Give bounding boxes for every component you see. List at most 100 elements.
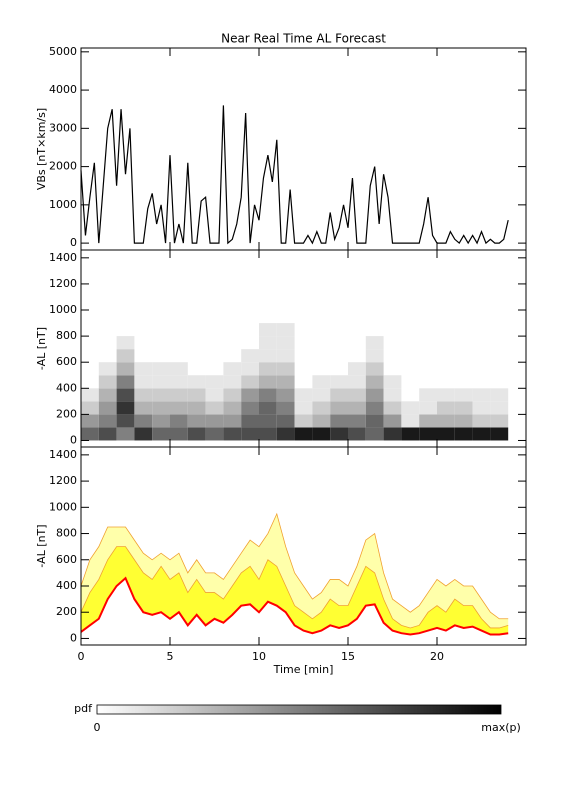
pdf-cell: [419, 414, 437, 428]
pdf-cell: [223, 362, 242, 376]
x-axis-label: Time [min]: [273, 663, 334, 676]
pdf-cell: [312, 414, 331, 428]
pdf-cell: [98, 401, 117, 415]
pdf-cell: [170, 362, 188, 376]
pdf-cell: [152, 362, 170, 376]
pdf-cell: [419, 401, 437, 415]
pdf-cell: [365, 336, 384, 350]
pdf-cell: [276, 362, 295, 376]
pdf-cell: [348, 414, 366, 428]
pdf-cell: [365, 414, 384, 428]
y-tick-label: 1000: [49, 303, 77, 316]
y-tick-label: 1200: [49, 277, 77, 290]
pdf-cell: [170, 427, 188, 441]
pdf-cell: [170, 375, 188, 389]
pdf-cell: [116, 336, 135, 350]
pdf-cell: [276, 388, 295, 402]
y-tick-label: 200: [56, 605, 77, 618]
pdf-cell: [259, 362, 277, 376]
y-axis-label: -AL [nT]: [35, 327, 48, 370]
pdf-cell: [454, 401, 473, 415]
pdf-cell: [401, 427, 420, 441]
pdf-cell: [259, 427, 277, 441]
y-tick-label: 1000: [49, 198, 77, 211]
pdf-cell: [490, 427, 509, 441]
pdf-cell: [187, 401, 206, 415]
pdf-cell: [437, 414, 455, 428]
pdf-cell: [187, 414, 206, 428]
pdf-cell: [116, 414, 135, 428]
pdf-cell: [454, 388, 473, 402]
pdf-cell: [294, 388, 313, 402]
pdf-cell: [259, 388, 277, 402]
pdf-cell: [223, 388, 242, 402]
x-tick-label: 5: [167, 650, 174, 663]
y-tick-label: 5000: [49, 45, 77, 58]
pdf-cell: [170, 401, 188, 415]
y-tick-label: 4000: [49, 83, 77, 96]
pdf-cell: [170, 414, 188, 428]
pdf-cell: [259, 336, 277, 350]
pdf-cell: [365, 362, 384, 376]
pdf-cell: [205, 375, 224, 389]
pdf-cell: [98, 388, 117, 402]
y-axis-label: VBs [nT×km/s]: [35, 108, 48, 190]
pdf-cell: [134, 362, 153, 376]
pdf-cell: [205, 414, 224, 428]
pdf-cell: [490, 414, 509, 428]
vbs-line: [80, 105, 509, 245]
y-tick-label: 0: [70, 433, 77, 446]
pdf-cell: [454, 414, 473, 428]
pdf-cell: [152, 375, 170, 389]
y-tick-label: 800: [56, 329, 77, 342]
pdf-cell: [472, 427, 491, 441]
pdf-cell: [223, 414, 242, 428]
x-tick-label: 10: [252, 650, 266, 663]
pdf-cell: [472, 414, 491, 428]
colorbar-label: pdf: [74, 702, 93, 715]
y-tick-label: 0: [70, 631, 77, 644]
pdf-cell: [205, 427, 224, 441]
pdf-cell: [81, 414, 99, 428]
pdf-cell: [365, 375, 384, 389]
pdf-cell: [401, 414, 420, 428]
y-tick-label: 3000: [49, 121, 77, 134]
pdf-cell: [276, 414, 295, 428]
pdf-cell: [437, 427, 455, 441]
pdf-cell: [81, 388, 99, 402]
pdf-cell: [276, 375, 295, 389]
x-tick-label: 20: [430, 650, 444, 663]
pdf-cell: [365, 349, 384, 363]
pdf-cell: [152, 388, 170, 402]
pdf-cell: [241, 362, 259, 376]
pdf-cell: [241, 414, 259, 428]
pdf-cell: [330, 401, 348, 415]
y-tick-label: 1400: [49, 448, 77, 461]
pdf-cell: [116, 427, 135, 441]
panel-frame: [80, 47, 527, 251]
pdf-cell: [223, 401, 242, 415]
pdf-cell: [437, 401, 455, 415]
pdf-cell: [330, 414, 348, 428]
pdf-cell: [383, 414, 402, 428]
pdf-cell: [116, 349, 135, 363]
x-tick-label: 15: [341, 650, 355, 663]
pdf-cell: [134, 414, 153, 428]
pdf-cell: [348, 401, 366, 415]
pdf-cell: [472, 388, 491, 402]
pdf-cell: [490, 401, 509, 415]
pdf-cell: [170, 388, 188, 402]
y-tick-label: 200: [56, 407, 77, 420]
y-tick-label: 1400: [49, 251, 77, 264]
pdf-cell: [312, 401, 331, 415]
pdf-cell: [330, 388, 348, 402]
y-tick-label: 0: [70, 236, 77, 249]
pdf-cell: [152, 427, 170, 441]
pdf-cell: [152, 401, 170, 415]
pdf-cell: [241, 401, 259, 415]
pdf-cell: [294, 414, 313, 428]
pdf-cell: [241, 375, 259, 389]
pdf-cell: [276, 323, 295, 337]
outer-edge: [80, 512, 509, 620]
